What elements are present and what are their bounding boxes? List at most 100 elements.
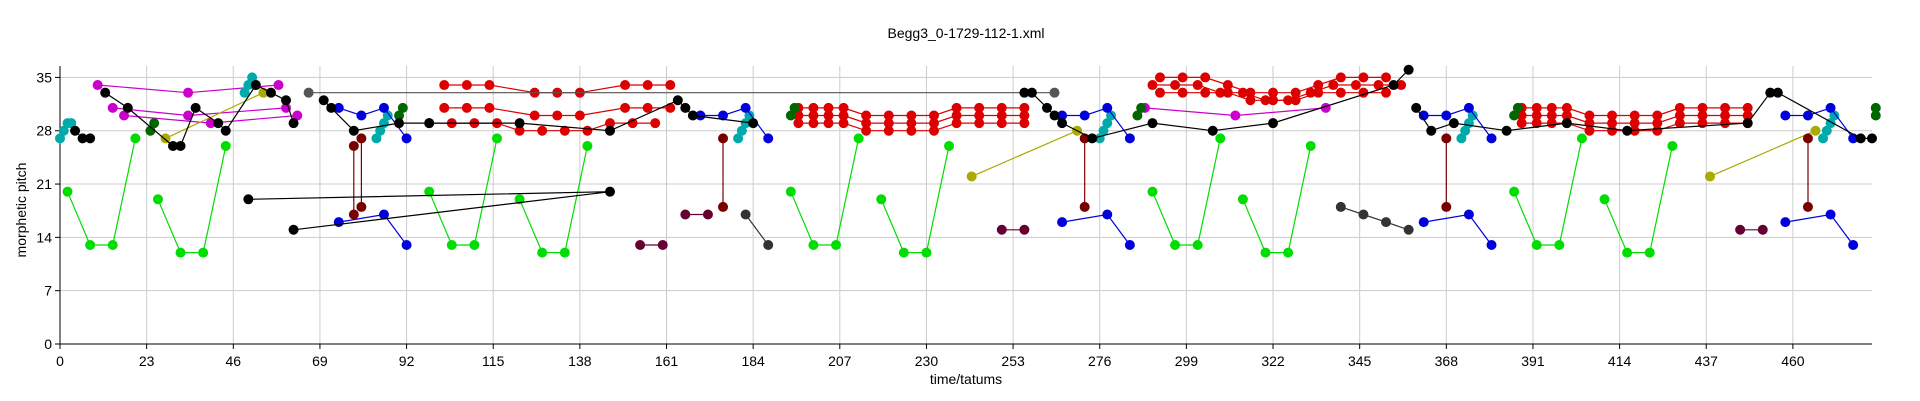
data-point — [1260, 247, 1271, 258]
data-point — [605, 186, 616, 197]
data-point — [1561, 110, 1572, 121]
series-line — [1151, 138, 1221, 246]
data-point — [1124, 133, 1135, 144]
data-point — [876, 194, 887, 205]
data-point — [831, 239, 842, 250]
data-point — [1512, 102, 1523, 113]
data-point — [1237, 194, 1248, 205]
data-point — [763, 133, 774, 144]
data-point — [424, 186, 435, 197]
data-point — [1546, 102, 1557, 113]
data-point — [1742, 102, 1753, 113]
data-point — [1305, 87, 1316, 98]
data-point — [92, 80, 103, 91]
x-tick-label: 345 — [1348, 353, 1372, 369]
data-point — [333, 102, 344, 113]
data-point — [348, 140, 359, 151]
data-point — [1867, 133, 1877, 144]
data-point — [1418, 217, 1429, 228]
series-group — [145, 118, 160, 136]
data-point — [996, 224, 1007, 235]
data-point — [1019, 102, 1030, 113]
data-point — [785, 186, 796, 197]
data-point — [906, 125, 917, 136]
data-point — [394, 118, 405, 129]
data-point — [1079, 110, 1090, 121]
data-point — [378, 209, 389, 220]
series-group — [1094, 110, 1117, 144]
data-point — [1531, 110, 1542, 121]
data-point — [288, 118, 299, 129]
data-point — [333, 217, 344, 228]
data-point — [680, 102, 691, 113]
data-point — [1644, 247, 1655, 258]
data-point — [439, 80, 450, 91]
data-point — [1313, 80, 1324, 91]
data-point — [1147, 118, 1158, 129]
series-group — [1418, 209, 1497, 250]
data-point — [1106, 110, 1117, 121]
data-point — [1381, 217, 1392, 228]
x-axis-title: time/tatums — [930, 371, 1002, 387]
data-point — [1870, 110, 1881, 121]
data-point — [944, 140, 955, 151]
data-point — [122, 102, 133, 113]
data-point — [906, 118, 917, 129]
data-point — [85, 239, 96, 250]
series-group — [793, 110, 1030, 129]
data-point — [1629, 118, 1640, 129]
data-point — [1802, 201, 1813, 212]
data-point — [620, 80, 631, 91]
series-line — [1709, 130, 1816, 177]
data-point — [1501, 125, 1512, 136]
series-group — [55, 118, 77, 144]
data-point — [1350, 80, 1361, 91]
series-group — [966, 125, 1083, 182]
data-point — [808, 102, 819, 113]
series-line — [1603, 145, 1673, 254]
x-tick-label: 46 — [225, 353, 241, 369]
data-point — [906, 110, 917, 121]
series-group — [303, 87, 1060, 98]
data-point — [243, 194, 254, 205]
series-group — [876, 140, 955, 258]
data-point — [348, 125, 359, 136]
series-group — [119, 110, 303, 129]
data-point — [1313, 87, 1324, 98]
data-point — [1049, 110, 1060, 121]
data-point — [883, 125, 894, 136]
data-point — [1456, 133, 1467, 144]
data-point — [1742, 118, 1753, 129]
data-point — [1441, 201, 1452, 212]
series-group — [1335, 201, 1414, 235]
data-point — [582, 140, 593, 151]
data-point — [1463, 102, 1474, 113]
data-point — [574, 110, 585, 121]
x-tick-label: 92 — [399, 353, 415, 369]
series-group — [793, 102, 1030, 121]
series-group — [996, 224, 1030, 235]
series-line — [428, 138, 498, 246]
data-point — [168, 140, 179, 151]
x-tick-label: 299 — [1175, 353, 1199, 369]
data-point — [1381, 72, 1392, 83]
data-point — [996, 110, 1007, 121]
data-point — [1155, 87, 1166, 98]
series-line — [66, 138, 136, 246]
data-point — [469, 239, 480, 250]
series-group — [793, 118, 1030, 136]
data-point — [1448, 118, 1459, 129]
data-point — [1177, 87, 1188, 98]
data-point — [1855, 133, 1866, 144]
data-point — [1825, 102, 1836, 113]
data-point — [1561, 102, 1572, 113]
data-point — [1373, 80, 1384, 91]
data-point — [883, 118, 894, 129]
data-point — [1403, 224, 1414, 235]
series-group — [1509, 102, 1523, 121]
data-point — [382, 110, 393, 121]
data-point — [1200, 72, 1211, 83]
data-point — [740, 102, 751, 113]
